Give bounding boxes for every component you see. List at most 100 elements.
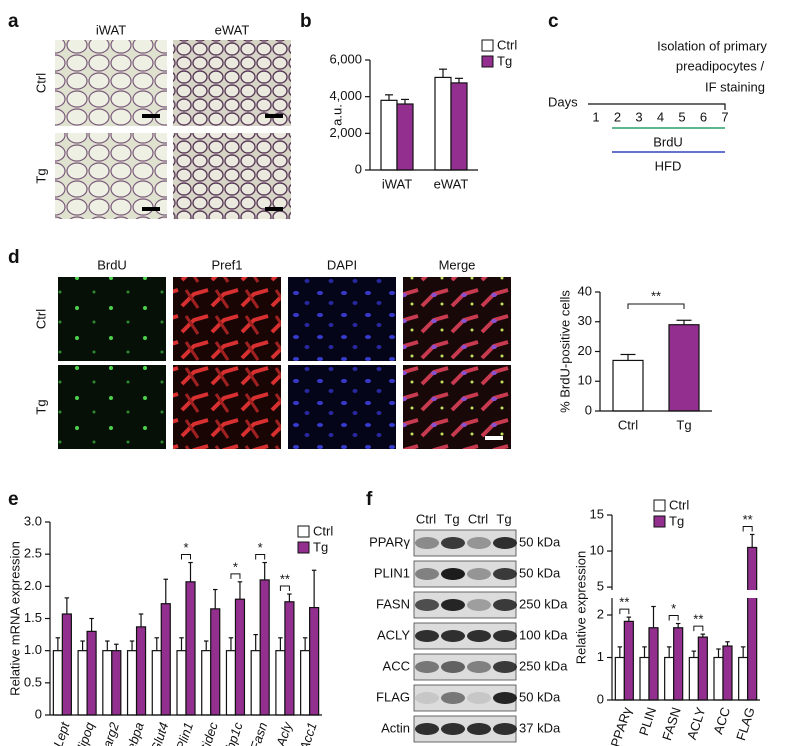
- significance-label: **: [619, 595, 629, 610]
- bar: [380, 99, 398, 171]
- size-label: 100 kDa: [519, 627, 568, 642]
- micrograph: [58, 365, 166, 449]
- bar: [614, 656, 625, 701]
- protein-label: PLIN1: [374, 565, 410, 580]
- micrograph: [173, 277, 281, 361]
- legend-label: Ctrl: [313, 523, 333, 538]
- column-label: Merge: [439, 257, 476, 272]
- lane-label: Ctrl: [468, 511, 488, 526]
- micrograph: [58, 277, 166, 361]
- bar: [396, 103, 414, 171]
- legend-swatch: [653, 515, 666, 528]
- bar: [151, 650, 162, 716]
- blot-band: [441, 723, 465, 735]
- day-label: 1: [592, 109, 599, 124]
- y-tick-label: 40: [578, 283, 592, 298]
- scale-bar: [485, 436, 503, 440]
- bar: [697, 636, 708, 701]
- micrograph: [288, 277, 396, 361]
- bar: [225, 650, 237, 716]
- blot-band: [415, 723, 439, 735]
- significance-label: *: [233, 559, 238, 574]
- bar: [102, 650, 113, 716]
- y-tick-label: 2.5: [24, 546, 42, 561]
- blot-band: [493, 568, 517, 580]
- y-tick-label: 5: [597, 579, 604, 594]
- blot-band: [415, 537, 439, 549]
- panel-label: f: [366, 489, 373, 510]
- blot-band: [467, 537, 491, 549]
- bar: [648, 627, 659, 701]
- day-label: 4: [657, 109, 664, 124]
- axis-break: [604, 590, 760, 598]
- significance-label: **: [743, 512, 753, 527]
- blot-band: [493, 723, 517, 735]
- significance-bracket: [627, 303, 685, 309]
- x-tick-label: ACLY: [684, 705, 709, 741]
- timeline-title: IF staining: [705, 79, 765, 94]
- bar: [673, 627, 684, 701]
- panel-label: e: [8, 489, 19, 510]
- bar: [434, 76, 452, 171]
- bar: [52, 650, 63, 716]
- significance-bracket: [619, 608, 630, 615]
- column-label: eWAT: [215, 22, 250, 37]
- bar: [77, 650, 88, 716]
- significance-bracket: [279, 585, 290, 592]
- legend-label: Tg: [313, 539, 328, 554]
- bar: [309, 606, 320, 716]
- bar: [250, 650, 261, 716]
- blot-band: [441, 692, 465, 704]
- row-label: Tg: [33, 168, 48, 183]
- row-label: Ctrl: [33, 309, 48, 329]
- y-tick-label: 15: [590, 506, 604, 521]
- micrograph: [288, 365, 396, 449]
- micrograph: [55, 133, 167, 219]
- blot-band: [415, 630, 439, 642]
- bar: [126, 650, 138, 716]
- bar: [450, 82, 468, 171]
- significance-bracket: [668, 615, 679, 621]
- blot-band: [467, 661, 491, 673]
- row-label: Tg: [33, 399, 48, 414]
- x-tick-label: Adipoq: [70, 720, 97, 746]
- significance-bracket: [230, 573, 241, 579]
- y-tick-label: 30: [578, 313, 592, 328]
- y-tick-label: 4,000: [329, 88, 362, 103]
- timeline-axis-label: Days: [548, 94, 578, 109]
- column-label: Pref1: [211, 257, 242, 272]
- bar: [639, 656, 650, 701]
- x-tick-label: Ctrl: [618, 417, 638, 432]
- micrograph: [55, 40, 167, 126]
- legend-swatch: [653, 499, 666, 512]
- x-tick-label: eWAT: [434, 176, 469, 191]
- size-label: 50 kDa: [519, 689, 561, 704]
- day-label: 3: [635, 109, 642, 124]
- bar: [135, 626, 147, 716]
- panel-label: a: [8, 11, 19, 32]
- y-tick-label: 0.5: [24, 674, 42, 689]
- size-label: 37 kDa: [519, 720, 561, 735]
- x-tick-label: FLAG: [733, 705, 758, 742]
- bar: [201, 650, 212, 716]
- protein-label: Actin: [381, 720, 410, 735]
- y-tick-label: 0: [597, 691, 604, 706]
- scale-bars: [142, 114, 283, 211]
- column-label: DAPI: [327, 257, 357, 272]
- bar: [623, 620, 634, 701]
- bar: [160, 603, 171, 716]
- blot-band: [441, 630, 465, 642]
- legend-swatch: [297, 541, 310, 554]
- significance-label: **: [280, 571, 290, 586]
- x-tick-label: PLIN: [636, 705, 659, 737]
- size-label: 50 kDa: [519, 565, 561, 580]
- y-axis-label: Relative expression: [573, 551, 588, 664]
- x-tick-label: Fasn: [247, 720, 270, 746]
- bar: [747, 546, 758, 701]
- significance-label: *: [258, 540, 263, 555]
- bar: [210, 608, 221, 716]
- x-tick-label: Glut4: [148, 720, 172, 746]
- significance-bracket: [693, 625, 704, 632]
- timeline-title: preadipocytes /: [676, 58, 765, 73]
